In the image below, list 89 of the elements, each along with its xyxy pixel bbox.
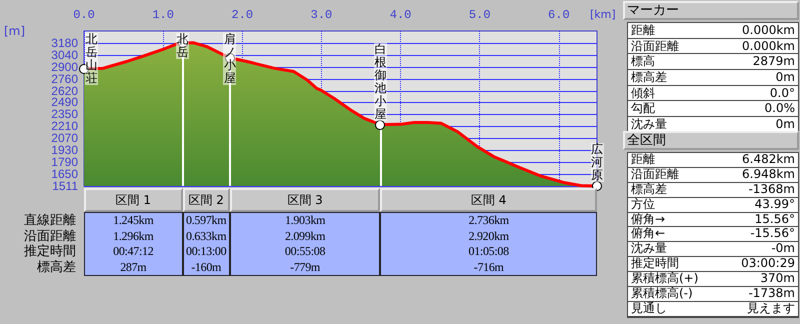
category-label: 俯角→ (631, 212, 666, 226)
y-tick-label: 2760 (51, 72, 78, 86)
x-tick-label: 2.0 (231, 8, 254, 22)
category-label: 傾斜 (631, 86, 655, 100)
text: 2.736km (468, 213, 509, 227)
text: 287m (120, 260, 146, 274)
text: 1.245km (113, 213, 154, 227)
category-label: 沿面距離 (631, 166, 679, 181)
text: -15.56° (750, 226, 795, 240)
category-label: 距離 (631, 23, 655, 37)
category-label: 標高差 (631, 182, 667, 196)
x-tick-label: 4.0 (390, 8, 412, 22)
category-label: 沿面距離 (631, 38, 679, 53)
x-tick-label: 5.0 (468, 8, 491, 22)
y-tick-label: 2900 (51, 60, 78, 74)
text: マーカー (623, 1, 799, 20)
category-label: 累積標高(+) (631, 271, 698, 286)
text: -0m (771, 241, 795, 256)
annotation: 広河原 (590, 142, 604, 182)
text: 00:47:12 (113, 244, 154, 258)
text: 2.920km (468, 228, 509, 242)
text: 0.000km (742, 38, 795, 53)
text: 6.948km (742, 166, 795, 181)
text: -716m (474, 260, 504, 274)
y-tick-label: 1650 (51, 167, 78, 182)
category-label: 区間 3 (230, 188, 380, 212)
text: 0m (776, 117, 795, 132)
category-label: 区間 2 (182, 188, 230, 212)
text: 0.0% (764, 101, 795, 116)
annotation: 白根御池小屋 (374, 42, 387, 121)
y-tick-label: 2210 (51, 119, 78, 134)
y-tick-label: 2620 (51, 84, 78, 98)
category-label: 俯角← (631, 226, 666, 240)
category-label: 見通し (631, 300, 667, 315)
text: 0.0° (770, 86, 795, 100)
y-tick-label: 1790 (51, 155, 78, 170)
x-tick-label: 6.0 (548, 8, 570, 22)
y-tick-label: 2490 (51, 95, 78, 110)
y-tick-label: 2350 (51, 107, 78, 122)
text: 2879m (752, 54, 795, 68)
y-tick-label: 3180 (51, 36, 78, 50)
y-tick-label: 3040 (51, 48, 78, 62)
category-label: 区間 4 (380, 188, 597, 212)
text: 01:05:08 (468, 244, 509, 258)
category-label: 直線距離 (24, 213, 76, 228)
text: 00:13:00 (186, 244, 226, 258)
text: 1.296km (113, 228, 154, 242)
text: 00:55:08 (284, 244, 326, 258)
y-tick-label: 1930 (51, 143, 78, 158)
category-label: 距離 (631, 152, 655, 166)
category-label: 沈み量 (631, 241, 667, 256)
annotation: 北岳 (176, 32, 190, 59)
category-label: 推定時間 (631, 256, 679, 270)
x-axis-title: [km] (590, 8, 616, 21)
category-label: 方位 (631, 196, 655, 211)
category-label: 標高差 (631, 70, 667, 84)
category-label: 累積標高(-) (631, 286, 693, 300)
text: 0m (776, 70, 795, 84)
text: -1738m (748, 286, 795, 300)
y-tick-label: 1511 (52, 179, 78, 193)
category-label: 標高差 (37, 260, 76, 274)
text: 見えます (747, 300, 795, 315)
text: 全区間 (623, 131, 799, 150)
text: 03:00:29 (741, 256, 795, 270)
category-label: 区間 1 (84, 188, 183, 212)
text: -1368m (748, 182, 795, 196)
annotation: 北岳山荘 (85, 32, 98, 85)
category-label: 沿面距離 (24, 228, 76, 244)
annotation: 肩ノ小屋 (223, 32, 236, 85)
text: 2.099km (284, 228, 326, 242)
text: 0.633km (186, 228, 226, 242)
text: 370m (760, 271, 795, 286)
text: 1.903km (284, 213, 326, 227)
x-tick-label: 0.0 (73, 8, 95, 22)
text: -779m (290, 260, 320, 274)
category-label: 推定時間 (24, 244, 76, 259)
x-tick-label: 3.0 (310, 8, 332, 22)
y-tick-label: 2070 (51, 131, 78, 146)
text: 15.56° (754, 212, 795, 226)
text: 0.000km (742, 23, 795, 37)
x-tick-label: 1.0 (152, 8, 174, 22)
text: 43.99° (754, 196, 795, 211)
text: -160m (191, 260, 222, 274)
category-label: 勾配 (631, 101, 655, 116)
text: 0.597km (186, 213, 226, 227)
y-axis-title: [m] (4, 24, 26, 38)
text: 6.482km (742, 152, 795, 166)
category-label: 沈み量 (631, 117, 667, 132)
category-label: 標高 (631, 54, 655, 68)
